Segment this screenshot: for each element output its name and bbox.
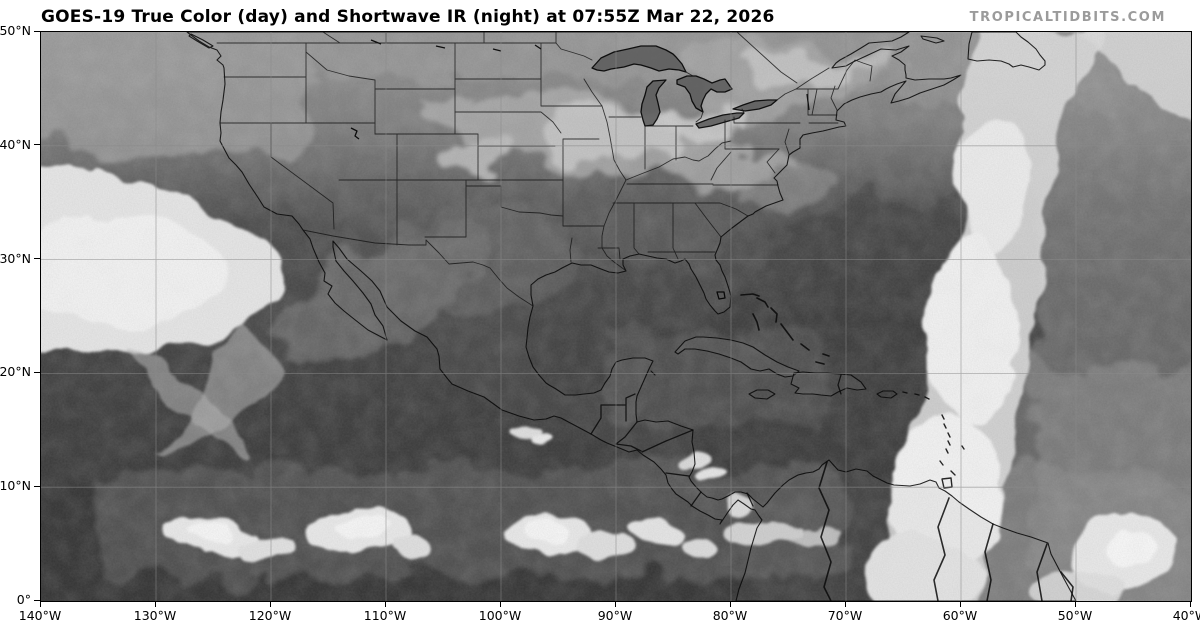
panama-colombia-border <box>746 492 754 507</box>
satellite-image <box>41 32 1191 601</box>
bahamas <box>740 293 830 365</box>
honduras-nicaragua-border <box>641 429 694 453</box>
watermark-text: TROPICALTIDBITS.COM <box>969 10 1166 25</box>
vancouver-island <box>188 33 214 49</box>
lat-tick-label: 30°N <box>0 250 31 266</box>
lat-tick-label: 0° <box>16 592 31 607</box>
lon-tick-mark <box>844 601 846 607</box>
lat-tick-mark <box>34 258 40 260</box>
suriname-frguiana-border <box>1036 543 1048 601</box>
puerto-rico <box>876 390 898 399</box>
lake-huron <box>676 75 733 113</box>
haiti-dr-border <box>837 374 842 395</box>
lat-tick-label: 50°N <box>0 23 31 38</box>
jamaica <box>748 389 776 400</box>
lon-tick-mark <box>499 601 501 607</box>
lon-tick-label: 120°W <box>248 608 292 623</box>
lon-tick-label: 50°W <box>1057 608 1093 623</box>
venezuela-guyana-border <box>933 497 950 601</box>
page-title: GOES-19 True Color (day) and Shortwave I… <box>41 7 775 27</box>
mexico-guatemala-border <box>590 393 636 435</box>
lon-tick-mark <box>154 601 156 607</box>
lon-tick-label: 140°W <box>18 608 62 623</box>
nicaragua-costa-rica-border <box>665 472 690 477</box>
lat-axis: 50°N 40°N 30°N 20°N 10°N 0° <box>0 23 40 607</box>
lon-tick-label: 110°W <box>363 608 407 623</box>
anticosti-island <box>920 35 945 44</box>
guyana-suriname-border <box>984 523 994 601</box>
lake-superior <box>591 45 687 73</box>
lake-erie <box>695 112 745 129</box>
lesser-antilles <box>902 391 965 489</box>
lat-tick-mark <box>34 371 40 373</box>
colombia-venezuela-border <box>818 461 832 601</box>
guatemala-honduras-border <box>615 421 642 452</box>
grid-lines <box>41 32 1191 601</box>
lat-tick-mark <box>34 30 40 32</box>
lon-tick-mark <box>269 601 271 607</box>
lon-tick-mark <box>959 601 961 607</box>
great-salt-lake <box>350 127 360 140</box>
mainland-coast <box>186 32 1077 601</box>
lon-tick-mark <box>39 601 41 607</box>
lon-tick-label: 130°W <box>133 608 177 623</box>
lon-tick-label: 70°W <box>827 608 863 623</box>
newfoundland <box>967 32 1046 71</box>
lat-tick-mark <box>34 599 40 601</box>
frguiana-brazil-border <box>1060 571 1074 601</box>
lon-tick-mark <box>1074 601 1076 607</box>
lat-tick-label: 20°N <box>0 364 31 380</box>
lon-tick-mark <box>384 601 386 607</box>
lon-tick-mark <box>729 601 731 607</box>
coastlines <box>186 32 1077 601</box>
lat-tick-label: 10°N <box>0 478 31 494</box>
canada-small-lakes <box>370 39 810 111</box>
costa-rica-panama-border <box>690 491 702 507</box>
country-borders <box>590 374 1074 601</box>
lon-axis: 140°W 130°W 120°W 110°W 100°W 90°W 80°W 70°W 60°… <box>19 601 1200 623</box>
lon-tick-label: 80°W <box>712 608 748 623</box>
lat-tick-label: 40°N <box>0 136 31 152</box>
lon-tick-label: 40°W <box>1172 608 1200 623</box>
lon-tick-mark <box>614 601 616 607</box>
lat-tick-mark <box>34 485 40 487</box>
lon-tick-label: 100°W <box>478 608 522 623</box>
satellite-map <box>40 31 1192 602</box>
lat-tick-mark <box>34 144 40 146</box>
lake-okeechobee <box>716 291 726 300</box>
lon-tick-label: 90°W <box>597 608 633 623</box>
lon-tick-mark <box>1189 601 1191 607</box>
cuba <box>674 336 800 378</box>
lon-tick-label: 60°W <box>942 608 978 623</box>
great-lakes <box>350 39 810 300</box>
